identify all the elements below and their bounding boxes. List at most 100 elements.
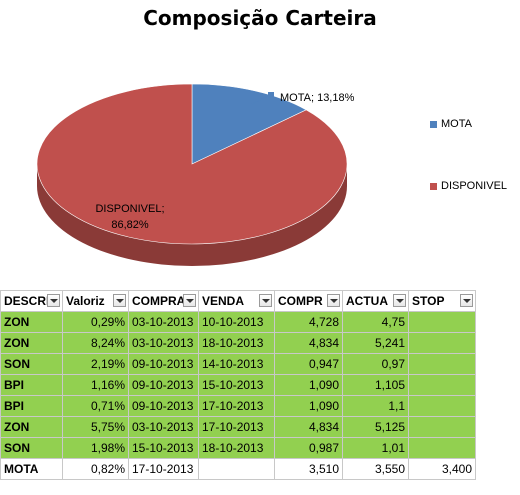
cell-compr[interactable]: 0,947 <box>274 353 343 375</box>
table-row: BPI 1,16% 09-10-2013 15-10-2013 1,090 1,105 <box>0 374 476 396</box>
table-row: BPI 0,71% 09-10-2013 17-10-2013 1,090 1,1 <box>0 395 476 417</box>
cell-actua[interactable]: 3,550 <box>342 458 409 480</box>
cell-compra[interactable]: 03-10-2013 <box>128 416 199 438</box>
cell-compr[interactable]: 0,987 <box>274 437 343 459</box>
column-header-valoriz: Valoriz <box>62 290 129 312</box>
cell-desc[interactable]: SON <box>0 353 63 375</box>
cell-venda[interactable] <box>198 458 275 480</box>
cell-desc[interactable]: ZON <box>0 416 63 438</box>
cell-actua[interactable]: 5,125 <box>342 416 409 438</box>
cell-compra[interactable]: 09-10-2013 <box>128 353 199 375</box>
pie-chart[interactable]: MOTA; 13,18% DISPONIVEL; 86,82% <box>0 0 430 290</box>
column-header-descri: DESCRI <box>0 290 63 312</box>
disponivel-data-percent: 86,82% <box>111 219 149 231</box>
legend-label: DISPONIVEL <box>441 180 508 192</box>
filter-dropdown-icon[interactable] <box>113 294 126 307</box>
mota-label-marker <box>268 92 274 98</box>
cell-stop[interactable] <box>408 311 476 333</box>
column-header-compra: COMPRA <box>128 290 199 312</box>
cell-valoriz[interactable]: 1,98% <box>62 437 129 459</box>
legend-swatch <box>430 182 437 190</box>
cell-compra[interactable]: 03-10-2013 <box>128 332 199 354</box>
cell-stop[interactable] <box>408 395 476 417</box>
pie-side-disponivel <box>37 164 347 266</box>
cell-compr[interactable]: 3,510 <box>274 458 343 480</box>
chart-legend: MOTA DISPONIVEL <box>430 0 520 290</box>
cell-compra[interactable]: 09-10-2013 <box>128 395 199 417</box>
cell-compr[interactable]: 4,728 <box>274 311 343 333</box>
chart-title: Composição Carteira <box>143 6 377 30</box>
cell-venda[interactable]: 18-10-2013 <box>198 332 275 354</box>
cell-actua[interactable]: 1,105 <box>342 374 409 396</box>
pie-slice-mota[interactable] <box>191 83 307 165</box>
cell-valoriz[interactable]: 0,71% <box>62 395 129 417</box>
cell-stop[interactable]: 3,400 <box>408 458 476 480</box>
cell-compr[interactable]: 4,834 <box>274 332 343 354</box>
cell-venda[interactable]: 10-10-2013 <box>198 311 275 333</box>
cell-desc[interactable]: BPI <box>0 374 63 396</box>
cell-venda[interactable]: 14-10-2013 <box>198 353 275 375</box>
cell-desc[interactable]: SON <box>0 437 63 459</box>
table-row: MOTA 0,82% 17-10-2013 3,510 3,550 3,400 <box>0 458 476 480</box>
cell-venda[interactable]: 17-10-2013 <box>198 416 275 438</box>
cell-valoriz[interactable]: 0,29% <box>62 311 129 333</box>
column-header-label: STOP <box>412 294 445 308</box>
table-header-row: DESCRI Valoriz COMPRA VENDA COMPR ACTUA STOP <box>0 290 476 312</box>
column-header-actua: ACTUA <box>342 290 409 312</box>
portfolio-table: DESCRI Valoriz COMPRA VENDA COMPR ACTUA STOP Z… <box>0 290 476 480</box>
column-header-label: COMPR <box>278 294 323 308</box>
cell-compr[interactable]: 4,834 <box>274 416 343 438</box>
mota-data-label: MOTA; 13,18% <box>280 92 355 104</box>
cell-stop[interactable] <box>408 332 476 354</box>
cell-valoriz[interactable]: 0,82% <box>62 458 129 480</box>
legend-item-disponivel: DISPONIVEL <box>430 180 507 192</box>
cell-desc[interactable]: MOTA <box>0 458 63 480</box>
table-row: SON 2,19% 09-10-2013 14-10-2013 0,947 0,97 <box>0 353 476 375</box>
table-row: ZON 5,75% 03-10-2013 17-10-2013 4,834 5,125 <box>0 416 476 438</box>
cell-valoriz[interactable]: 8,24% <box>62 332 129 354</box>
column-header-label: DESCRI <box>4 294 50 308</box>
column-header-venda: VENDA <box>198 290 275 312</box>
cell-compra[interactable]: 03-10-2013 <box>128 311 199 333</box>
column-header-stop: STOP <box>408 290 476 312</box>
cell-compra[interactable]: 17-10-2013 <box>128 458 199 480</box>
cell-actua[interactable]: 1,1 <box>342 395 409 417</box>
cell-desc[interactable]: ZON <box>0 311 63 333</box>
cell-venda[interactable]: 15-10-2013 <box>198 374 275 396</box>
cell-stop[interactable] <box>408 437 476 459</box>
cell-valoriz[interactable]: 2,19% <box>62 353 129 375</box>
filter-dropdown-icon[interactable] <box>327 294 340 307</box>
chart-area[interactable]: Composição Carteira MOTA; 13,18% DISPONIV… <box>0 0 520 290</box>
cell-desc[interactable]: BPI <box>0 395 63 417</box>
filter-dropdown-icon[interactable] <box>183 294 196 307</box>
disponivel-data-label: DISPONIVEL; <box>95 203 164 215</box>
cell-valoriz[interactable]: 1,16% <box>62 374 129 396</box>
cell-desc[interactable]: ZON <box>0 332 63 354</box>
cell-actua[interactable]: 1,01 <box>342 437 409 459</box>
cell-venda[interactable]: 18-10-2013 <box>198 437 275 459</box>
cell-venda[interactable]: 17-10-2013 <box>198 395 275 417</box>
cell-actua[interactable]: 4,75 <box>342 311 409 333</box>
column-header-label: COMPRA <box>132 294 186 308</box>
cell-compr[interactable]: 1,090 <box>274 374 343 396</box>
pie-slice-disponivel[interactable] <box>36 83 348 245</box>
filter-dropdown-icon[interactable] <box>259 294 272 307</box>
legend-swatch <box>430 120 437 128</box>
filter-dropdown-icon[interactable] <box>47 294 60 307</box>
cell-valoriz[interactable]: 5,75% <box>62 416 129 438</box>
legend-item-mota: MOTA <box>430 118 472 130</box>
cell-compra[interactable]: 09-10-2013 <box>128 374 199 396</box>
filter-dropdown-icon[interactable] <box>460 294 473 307</box>
cell-stop[interactable] <box>408 416 476 438</box>
cell-stop[interactable] <box>408 374 476 396</box>
column-header-label: Valoriz <box>66 294 105 308</box>
filter-dropdown-icon[interactable] <box>393 294 406 307</box>
cell-compr[interactable]: 1,090 <box>274 395 343 417</box>
column-header-compr: COMPR <box>274 290 343 312</box>
cell-stop[interactable] <box>408 353 476 375</box>
table-row: SON 1,98% 15-10-2013 18-10-2013 0,987 1,01 <box>0 437 476 459</box>
cell-compra[interactable]: 15-10-2013 <box>128 437 199 459</box>
cell-actua[interactable]: 0,97 <box>342 353 409 375</box>
cell-actua[interactable]: 5,241 <box>342 332 409 354</box>
legend-label: MOTA <box>441 118 472 130</box>
